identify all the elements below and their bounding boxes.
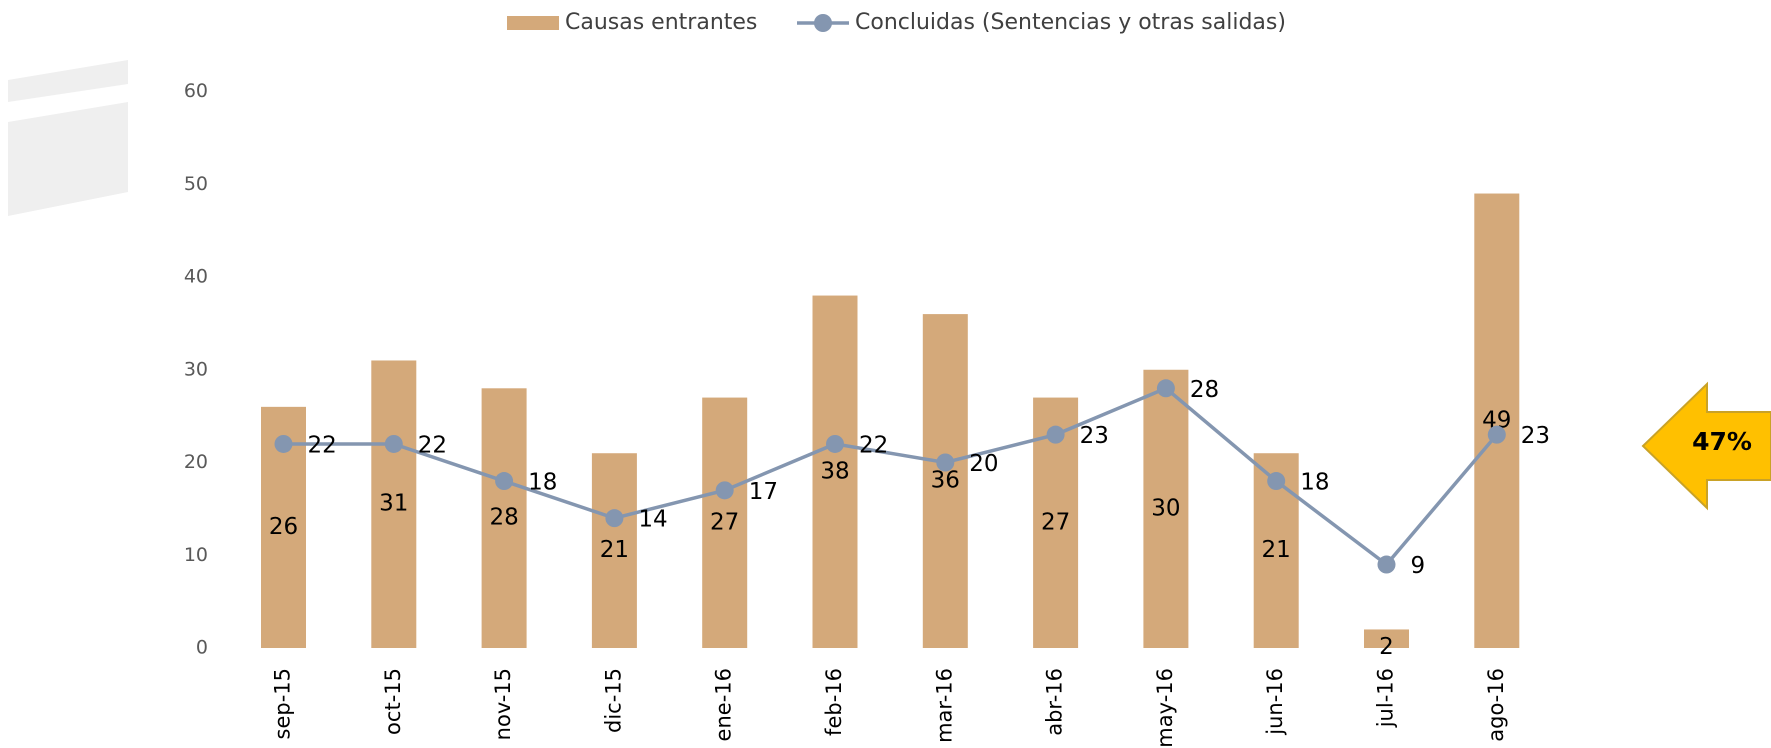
bar	[922, 314, 968, 648]
bar	[1143, 369, 1189, 648]
marker	[605, 509, 624, 528]
marker	[826, 434, 844, 453]
data-label: 2	[1379, 634, 1394, 660]
x-tick-label: mar-16	[932, 668, 956, 743]
data-label: 36	[931, 468, 960, 494]
data-label: 23	[1521, 423, 1550, 449]
y-tick-label: 60	[184, 80, 208, 102]
marker	[1487, 425, 1506, 444]
data-label: 27	[710, 509, 739, 535]
data-label: 23	[1080, 423, 1109, 449]
line	[283, 386, 1499, 567]
data-label: 21	[1262, 537, 1291, 563]
y-tick-label: 40	[184, 266, 208, 288]
legend-label: Concluidas (Sentencias y otras salidas)	[855, 10, 1286, 35]
data-label: 18	[1300, 470, 1329, 496]
data-label: 38	[820, 458, 849, 484]
data-label: 22	[859, 432, 888, 458]
data-label: 9	[1411, 553, 1426, 579]
marker	[384, 434, 403, 453]
x-tick-label: abr-16	[1043, 668, 1067, 736]
legend-swatch	[814, 14, 832, 32]
x-tick-label: nov-15	[491, 668, 515, 740]
bar	[812, 295, 858, 648]
marker	[936, 453, 955, 472]
data-label: 20	[969, 451, 998, 477]
data-label: 28	[489, 505, 518, 531]
y-tick-label: 50	[184, 173, 208, 195]
data-label: 30	[1151, 495, 1180, 521]
marker	[1156, 379, 1175, 398]
data-label: 14	[638, 507, 667, 533]
data-label: 27	[1041, 509, 1070, 535]
data-label: 18	[528, 470, 557, 496]
y-tick-label: 20	[184, 451, 208, 473]
data-label: 26	[269, 514, 298, 540]
callout-arrow: 47%	[1641, 381, 1771, 511]
legend-swatch	[507, 16, 559, 30]
marker	[1046, 425, 1065, 444]
x-tick-label: ago-16	[1484, 668, 1508, 742]
x-tick-label: jun-16	[1263, 668, 1287, 736]
x-tick-label: jul-16	[1374, 668, 1398, 728]
marker	[495, 472, 514, 491]
x-tick-label: sep-15	[271, 668, 295, 740]
marker	[715, 481, 734, 500]
marker	[1267, 472, 1286, 491]
y-tick-label: 0	[196, 637, 208, 659]
decor	[8, 102, 128, 216]
bar	[591, 453, 637, 648]
annotation: 47%	[1692, 427, 1752, 456]
data-label: 22	[418, 432, 447, 458]
x-tick-label: may-16	[1153, 668, 1177, 748]
data-label: 21	[600, 537, 629, 563]
bar	[702, 397, 748, 648]
data-label: 22	[308, 432, 337, 458]
bar	[481, 388, 527, 648]
decor	[8, 60, 128, 102]
x-tick-label: feb-16	[822, 668, 846, 736]
bar	[1474, 193, 1520, 648]
data-label: 31	[379, 491, 408, 517]
bar	[371, 360, 417, 648]
marker	[1377, 555, 1396, 574]
legend-label: Causas entrantes	[565, 10, 757, 35]
y-tick-label: 30	[184, 358, 208, 380]
data-label: 28	[1190, 377, 1219, 403]
x-tick-label: ene-16	[712, 668, 736, 741]
y-tick-label: 10	[184, 544, 208, 566]
data-label: 17	[749, 479, 778, 505]
marker	[274, 434, 293, 453]
x-tick-label: dic-15	[601, 668, 625, 733]
x-tick-label: oct-15	[381, 668, 405, 735]
bar	[1364, 629, 1409, 648]
